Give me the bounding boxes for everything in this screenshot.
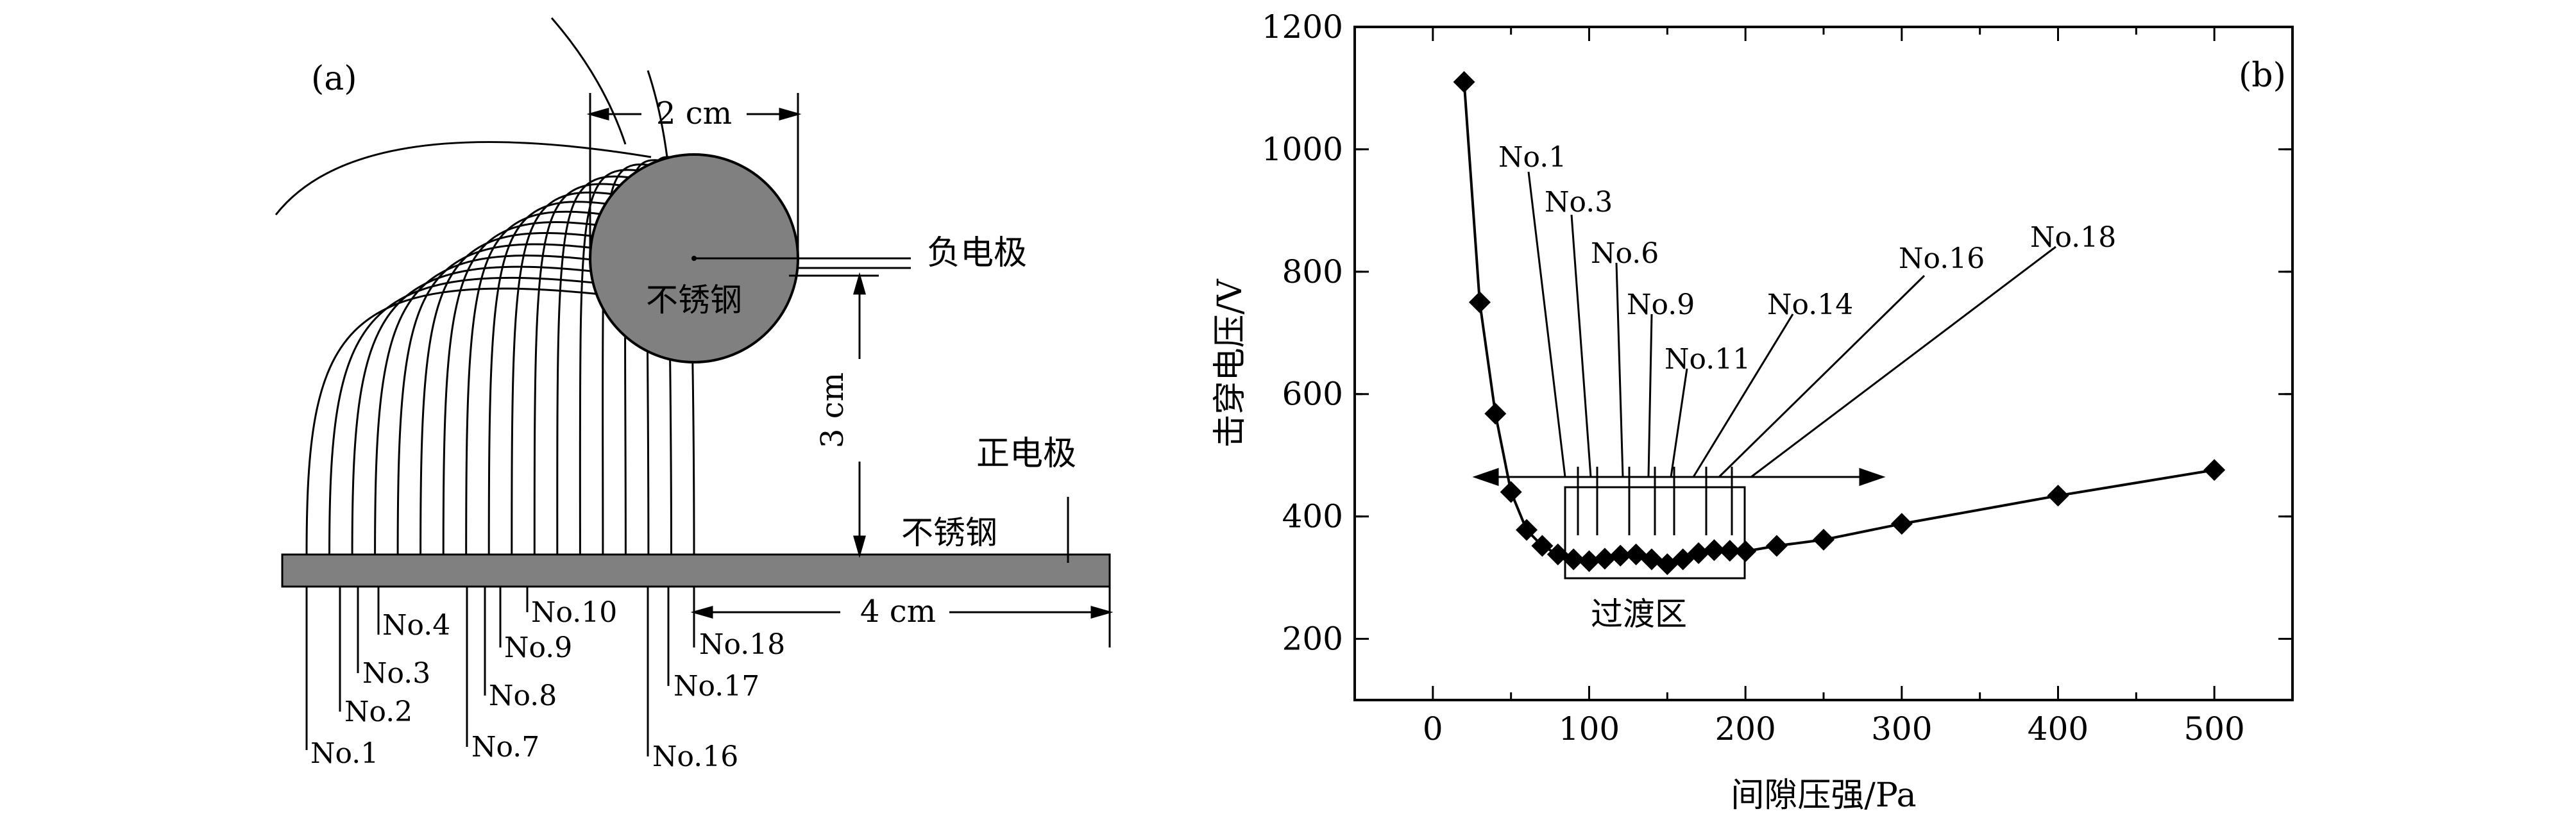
path-label-no1: No.1 (310, 737, 378, 770)
field-line (442, 221, 596, 555)
path-label-no8: No.8 (489, 680, 557, 712)
series-line (1462, 81, 2215, 566)
data-point (1484, 403, 1507, 425)
field-line-outer (275, 141, 652, 215)
height-label: 3 cm (815, 372, 851, 448)
data-point (1813, 528, 1835, 551)
anode-material: 不锈钢 (901, 514, 997, 551)
panel-a: (a) 2 cm 负电极 不锈钢 3 cm (275, 17, 1114, 773)
field-line-outer (647, 70, 668, 158)
path-label-no2: No.2 (344, 696, 412, 728)
width-dimension (586, 93, 802, 253)
y-axis-label: 击穿电压/V (1211, 278, 1250, 448)
path-label-no4: No.4 (382, 609, 450, 642)
y-tick-label: 600 (1282, 376, 1343, 413)
data-point (1468, 291, 1491, 313)
anode-plate (281, 553, 1111, 588)
path-label-no16: No.16 (652, 740, 738, 773)
path-label-no3: No.3 (362, 657, 430, 690)
x-tick-label: 200 (1715, 710, 1775, 747)
y-tick-label: 1000 (1262, 131, 1343, 168)
annot-no1: No.1 (1498, 141, 1566, 174)
data-point (1516, 519, 1538, 541)
path-label-no7: No.7 (471, 731, 539, 764)
distance-dimension (690, 587, 1114, 647)
field-line-outer (550, 17, 627, 145)
data-point (1718, 540, 1741, 562)
x-tick-label: 300 (1871, 710, 1932, 747)
region-label: 过渡区 (1591, 596, 1687, 633)
data-point (2047, 485, 2069, 507)
plot-frame (1353, 26, 2294, 701)
field-line (533, 183, 621, 555)
field-line (328, 276, 593, 555)
anode-label: 正电极 (976, 435, 1076, 473)
annotations (1472, 171, 2056, 580)
data-point (1500, 481, 1522, 503)
x-tick-label: 500 (2183, 710, 2244, 747)
annot-no6: No.6 (1591, 237, 1659, 270)
path-labels (305, 587, 695, 756)
annot-no3: No.3 (1545, 186, 1613, 219)
field-line (419, 232, 593, 555)
field-line (351, 265, 591, 555)
data-point (1765, 535, 1788, 557)
annot-no16: No.16 (1899, 242, 1985, 275)
data-point (1531, 535, 1554, 557)
data-point (1578, 550, 1600, 572)
data-point (1563, 548, 1585, 571)
y-tick-label: 800 (1282, 253, 1343, 290)
field-line (374, 255, 591, 555)
annot-no14: No.14 (1767, 288, 1853, 321)
width-label: 2 cm (656, 96, 732, 131)
path-label-no9: No.9 (504, 631, 572, 664)
field-line (556, 175, 629, 555)
annot-no9: No.9 (1627, 288, 1695, 321)
x-tick-label: 400 (2028, 710, 2089, 747)
panel-b-label: (b) (2239, 56, 2286, 95)
y-tick-label: 200 (1282, 621, 1343, 658)
field-line (396, 243, 591, 555)
data-point (1609, 544, 1632, 567)
annot-no18: No.18 (2030, 221, 2116, 254)
data-point (1703, 539, 1725, 562)
data-series (1453, 71, 2226, 576)
y-tick-label: 400 (1282, 498, 1343, 535)
annot-no11: No.11 (1665, 343, 1750, 376)
panel-b: 0 100 200 300 400 500 200 400 600 800 1000 1200 (b)… (1211, 8, 2294, 815)
data-point (1593, 547, 1616, 570)
cathode-label: 负电极 (927, 234, 1027, 272)
field-line (579, 169, 639, 555)
data-point (1453, 71, 1475, 93)
y-tick-label: 1200 (1262, 8, 1343, 46)
x-tick-label: 0 (1423, 710, 1443, 747)
path-label-no10: No.10 (531, 596, 617, 629)
field-line (511, 191, 613, 555)
x-axis-label: 间隙压强/Pa (1731, 776, 1916, 815)
panel-a-label: (a) (311, 60, 357, 98)
height-dimension (789, 272, 879, 558)
cathode-center (691, 256, 697, 261)
data-point (2203, 459, 2226, 481)
data-point (1688, 542, 1710, 564)
field-line (465, 210, 600, 555)
path-label-no17: No.17 (674, 670, 759, 703)
x-tick-label: 100 (1559, 710, 1620, 747)
data-point (1890, 513, 1913, 535)
data-point (1734, 540, 1757, 563)
distance-label: 4 cm (860, 594, 936, 630)
cathode-material: 不锈钢 (646, 281, 742, 319)
field-line (487, 201, 606, 555)
path-label-no18: No.18 (699, 628, 785, 661)
axes: 0 100 200 300 400 500 200 400 600 800 1000 1200 (1262, 8, 2294, 747)
